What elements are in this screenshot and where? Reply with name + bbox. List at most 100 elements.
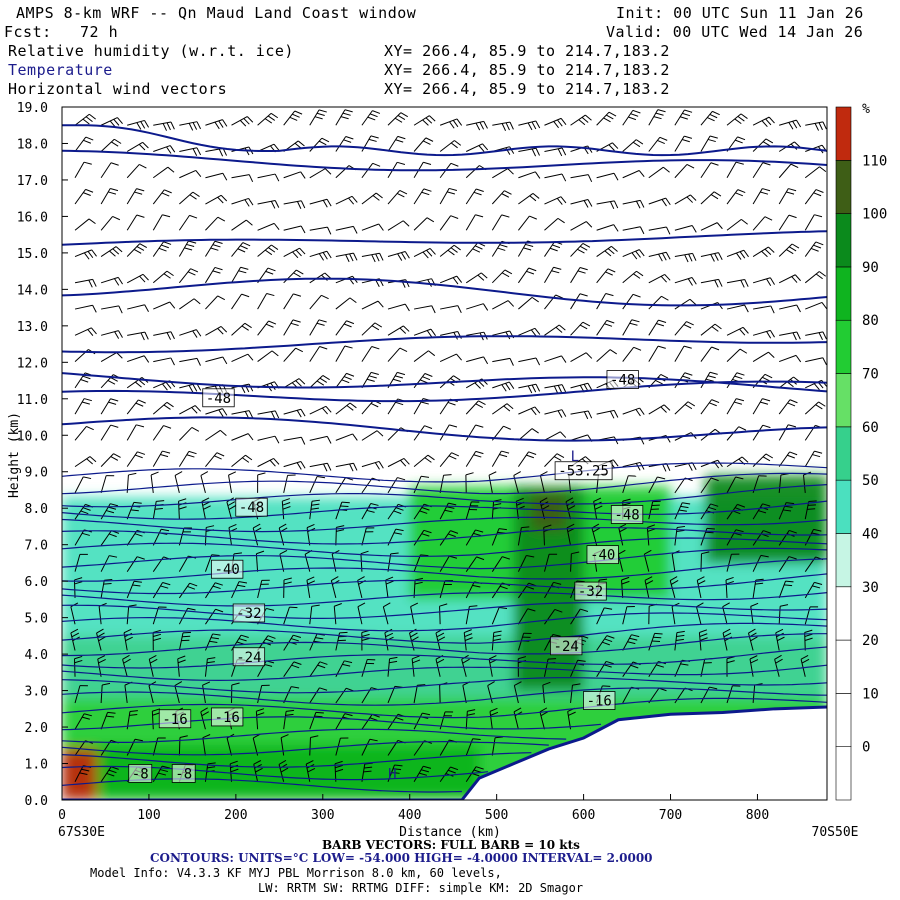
wind-barb-457 [518,296,539,310]
wind-barb-272 [335,462,358,472]
wind-barb-544 [622,475,637,494]
wind-barb-38 [100,453,121,467]
contour-label-box-11 [550,636,583,656]
wind-barb-683 [778,424,797,441]
contour-label-box-13 [211,707,244,727]
wind-barb-159 [231,682,240,703]
wind-barb-695 [779,119,802,130]
wind-barb-466 [542,681,551,704]
contour-label-5: -48 [614,508,639,524]
wind-barb-625 [700,162,719,179]
wind-barb-624 [700,191,722,205]
colorbar-bin-5 [835,479,852,534]
wind-barb-688 [779,304,801,313]
contour-label-box-8 [232,603,266,623]
wind-barb-99 [152,214,171,231]
wind-barb-77 [127,119,150,130]
wind-barb-360 [413,188,432,205]
wind-barb-22 [74,188,94,205]
wind-barb-355 [413,328,436,338]
wind-barb-380 [439,353,462,363]
y-tick-label-11: 11.0 [17,393,48,408]
wind-barb-290 [361,659,376,677]
y-tick-label-17: 17.0 [17,174,48,189]
wind-barb-295 [361,527,375,546]
wind-barb-372 [439,555,458,572]
wind-barb-184 [255,708,265,730]
wind-barb-194 [257,457,280,468]
wind-barb-558 [622,109,641,126]
wind-barb-89 [150,471,159,493]
wind-barb-462 [518,171,541,179]
wind-barb-233 [283,110,303,126]
wind-barb-465 [539,707,549,730]
wind-barb-609 [696,576,706,599]
colorbar-tick-label-7: 70 [862,367,879,383]
wind-barb-226 [283,293,302,310]
wind-barb-713 [804,214,823,231]
colorbar-bin-2 [835,639,852,694]
wind-barb-320 [387,552,399,572]
wind-barb-616 [700,399,720,415]
wind-barb-20 [74,249,97,260]
physics-info: LW: RRTM SW: RRTMG DIFF: simple KM: 2D S… [258,881,584,895]
wind-barb-48 [100,188,119,205]
wind-barb-617 [700,371,718,389]
isotherm-5 [62,716,602,731]
wind-barb-404 [465,400,486,415]
wind-barb-531 [596,224,619,232]
wind-barb-677 [778,580,794,599]
wind-barb-190 [255,550,265,572]
x-tick-label-6: 600 [572,808,595,823]
wind-barb-717 [805,121,827,131]
wind-barb-676 [778,604,789,625]
colorbar: 0 10 20 30 40 50 60 70 80 90 100 110 [835,106,887,801]
wind-barb-671 [752,162,771,179]
wind-barb-504 [570,321,591,336]
wind-barb-438 [492,168,514,179]
wind-barb-391 [465,738,481,756]
y-axis-label: Height (km) [7,412,22,498]
colorbar-bin-1 [835,693,852,747]
wind-barb-266 [333,603,342,625]
plot-frame [61,106,828,801]
contour-label-box-9 [574,581,607,601]
wind-barb-602 [674,163,695,179]
wind-barb-168 [231,454,253,468]
wind-barb-460 [517,215,537,231]
wind-barb-510 [570,174,593,183]
wind-barb-631 [722,602,730,625]
wind-barb-21 [74,218,96,231]
wind-barb-604 [674,109,693,126]
wind-barb-665 [752,329,775,339]
wind-barb-337 [387,112,409,126]
colorbar-bin-7 [835,373,852,428]
wind-barb-301 [361,371,379,389]
wind-barb-539 [622,605,635,625]
field-wind-xy: XY= 266.4, 85.9 to 214.7,183.2 [384,80,670,98]
wind-barb-285 [335,109,353,126]
wind-barb-706 [804,401,826,415]
wind-barb-382 [440,305,462,314]
rh-band-8 [62,748,97,800]
colorbar-tick-label-6: 60 [862,420,879,436]
wind-barb-37 [100,475,115,494]
model-info: Model Info: V4.3.3 KF MYJ PBL Morrison 8… [90,866,502,880]
wind-barb-686 [779,354,802,363]
wind-barb-246 [309,462,332,472]
wind-barb-463 [518,147,540,157]
wind-barb-115 [174,471,183,494]
contour-label-box-1 [606,370,639,389]
wind-barb-570 [648,404,671,415]
wind-barb-176 [231,242,251,257]
wind-barb-603 [674,135,693,152]
wind-barb-185 [257,684,270,704]
rh-band-5 [531,493,567,531]
wind-barb-278 [335,297,357,310]
wind-barb-92 [152,401,174,415]
isotherm-7 [62,687,827,706]
wind-barb-91 [152,425,172,441]
isotherm-20 [62,527,827,545]
wind-barb-535 [596,111,617,126]
chart-title: AMPS 8-km WRF -- Qn Maud Land Coast wind… [16,4,417,22]
